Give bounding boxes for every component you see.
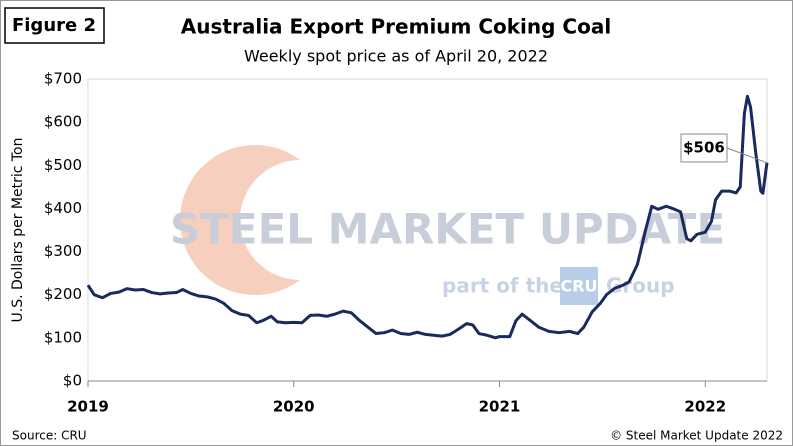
- watermark-swoosh: [179, 145, 300, 296]
- y-tick-label: $300: [44, 242, 82, 260]
- chart-title: Australia Export Premium Coking Coal: [181, 15, 611, 39]
- x-tick-label: 2019: [67, 398, 109, 416]
- watermark: STEEL MARKET UPDATE part of the CRU Grou…: [170, 145, 725, 305]
- annotation-box: [680, 133, 728, 163]
- y-axis-label: U.S. Dollars per Metric Ton: [10, 138, 26, 323]
- x-tick-label: 2020: [273, 398, 315, 416]
- y-tick-label: $200: [44, 285, 82, 303]
- watermark-text: STEEL MARKET UPDATE: [170, 205, 725, 254]
- y-tick-label: $0: [63, 372, 82, 390]
- watermark-logo: [560, 267, 598, 305]
- watermark-logo-text: CRU: [560, 277, 597, 296]
- y-tick-label: $100: [44, 328, 82, 346]
- y-tick-label: $600: [44, 113, 82, 131]
- line-series: [86, 94, 769, 340]
- chart-subtitle: Weekly spot price as of April 20, 2022: [244, 47, 548, 66]
- figure-label: Figure 2: [12, 15, 96, 36]
- watermark-text: Group: [606, 274, 675, 298]
- source: Source: CRU: [12, 429, 87, 443]
- annotation-leader: [726, 147, 768, 164]
- annotation-label: $506: [683, 139, 725, 157]
- y-tick-label: $500: [44, 156, 82, 174]
- y-tick-label: $700: [44, 70, 82, 88]
- x-tick-label: 2022: [684, 398, 726, 416]
- watermark-text: part of the: [442, 274, 563, 298]
- figure-box: [4, 7, 105, 44]
- credit: © Steel Market Update 2022: [610, 429, 783, 443]
- y-tick-label: $400: [44, 199, 82, 217]
- x-tick-label: 2021: [479, 398, 521, 416]
